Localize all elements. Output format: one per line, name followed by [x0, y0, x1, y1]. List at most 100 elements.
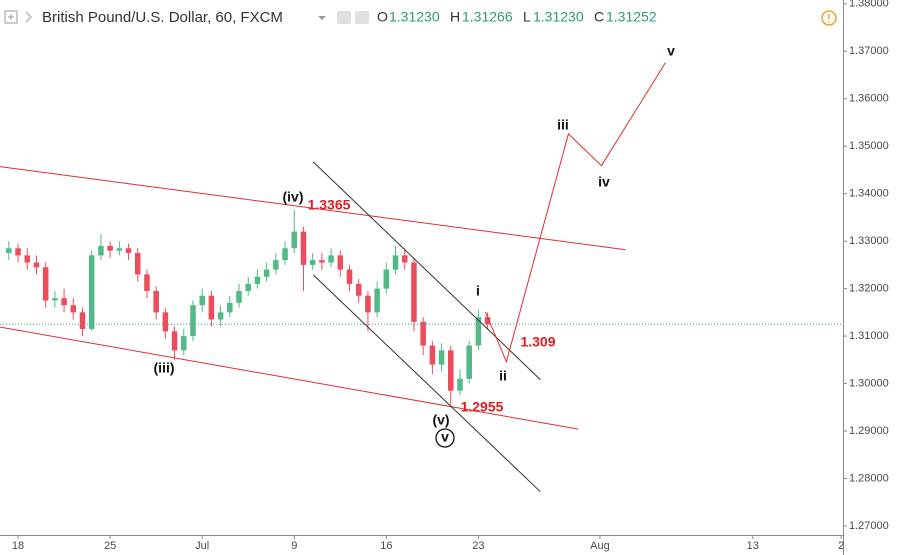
wave-circle: [435, 428, 455, 448]
candle: [107, 241, 113, 258]
candle: [217, 305, 224, 327]
candle: [171, 326, 178, 360]
trend-line: [484, 62, 666, 364]
candle-body: [70, 305, 77, 313]
candle: [88, 250, 95, 332]
candle: [98, 234, 104, 261]
candle-body: [88, 255, 95, 329]
candle-body: [420, 321, 426, 346]
candle-body: [61, 298, 67, 306]
candle-body: [79, 312, 86, 329]
candle: [42, 262, 49, 308]
candle: [457, 369, 463, 396]
x-tick-label: Aug: [590, 540, 610, 552]
settings-icon[interactable]: [337, 11, 351, 24]
candle: [346, 264, 353, 291]
trend-line: [312, 161, 541, 381]
candle-body: [144, 274, 150, 291]
candle-body: [291, 231, 298, 249]
candle: [484, 312, 491, 329]
candle: [309, 253, 316, 270]
x-tick-label: 16: [380, 540, 392, 552]
x-tick-label: 2: [838, 540, 844, 552]
wave-label: 1.3365: [308, 197, 351, 213]
symbol-menu[interactable]: [318, 16, 326, 20]
x-tick-label: 23: [472, 540, 484, 552]
wave-label: 1.2955: [461, 399, 504, 415]
wave-label: i: [476, 283, 480, 299]
y-tick-label: 1.27000: [849, 520, 889, 532]
candle: [6, 241, 12, 261]
candle-body: [365, 295, 371, 313]
candle: [355, 279, 362, 303]
candle-body: [374, 288, 380, 313]
candle-body: [337, 255, 344, 270]
candle-body: [448, 350, 454, 391]
candle: [273, 253, 279, 275]
ohlc-label: L: [523, 9, 531, 25]
candle: [401, 248, 408, 270]
wave-label: ii: [499, 368, 507, 384]
y-tick-label: 1.29000: [849, 425, 889, 437]
candle: [282, 241, 288, 265]
candle: [125, 243, 132, 261]
candle: [199, 288, 205, 313]
candle-body: [328, 255, 334, 263]
candle-body: [227, 302, 233, 313]
candle: [245, 276, 251, 296]
trend-line: [312, 274, 541, 493]
ohlc-label: C: [594, 9, 604, 25]
wave-label: (v): [432, 412, 449, 428]
candle-body: [466, 345, 472, 379]
y-tick-label: 1.31000: [849, 330, 889, 342]
candle: [33, 255, 40, 275]
x-tick-label: 9: [291, 540, 297, 552]
candle: [190, 300, 196, 341]
candle-body: [300, 231, 307, 265]
candle: [208, 290, 215, 327]
candle: [319, 253, 325, 270]
candle: [466, 340, 472, 384]
candle-body: [429, 345, 436, 365]
candle: [144, 269, 150, 299]
wave-label: (iv): [283, 189, 304, 205]
candle-body: [153, 290, 159, 313]
candle-body: [319, 260, 325, 263]
candle-body: [162, 312, 169, 332]
y-tick-label: 1.35000: [849, 140, 889, 152]
candle-body: [475, 317, 482, 346]
candle-body: [190, 305, 196, 337]
candle-body: [98, 245, 104, 256]
candle: [438, 343, 445, 372]
candle: [475, 309, 482, 351]
candle: [134, 248, 141, 282]
candle: [24, 248, 31, 270]
candle-body: [217, 312, 224, 320]
y-tick-label: 1.33000: [849, 235, 889, 247]
candle-body: [273, 260, 279, 270]
alert-icon[interactable]: [821, 10, 837, 26]
candle: [79, 307, 86, 337]
y-tick-label: 1.34000: [849, 188, 889, 200]
candle: [392, 245, 399, 275]
collapse-icon[interactable]: [25, 11, 33, 23]
candle: [291, 210, 298, 254]
ohlc-label: O: [377, 9, 388, 25]
expand-icon[interactable]: [4, 10, 18, 24]
ohlc-value: 1.31266: [462, 9, 513, 25]
candle: [411, 257, 417, 332]
y-tick-label: 1.28000: [849, 472, 889, 484]
candle: [254, 269, 261, 289]
candle: [236, 283, 242, 308]
ohlc-value: 1.31230: [389, 9, 440, 25]
trend-line: [0, 326, 579, 430]
wave-label: (iii): [154, 360, 175, 376]
candle: [181, 328, 187, 356]
ohlc-label: H: [450, 9, 460, 25]
eye-icon[interactable]: [355, 11, 369, 24]
candle-body: [355, 283, 362, 296]
candle-body: [263, 269, 270, 277]
